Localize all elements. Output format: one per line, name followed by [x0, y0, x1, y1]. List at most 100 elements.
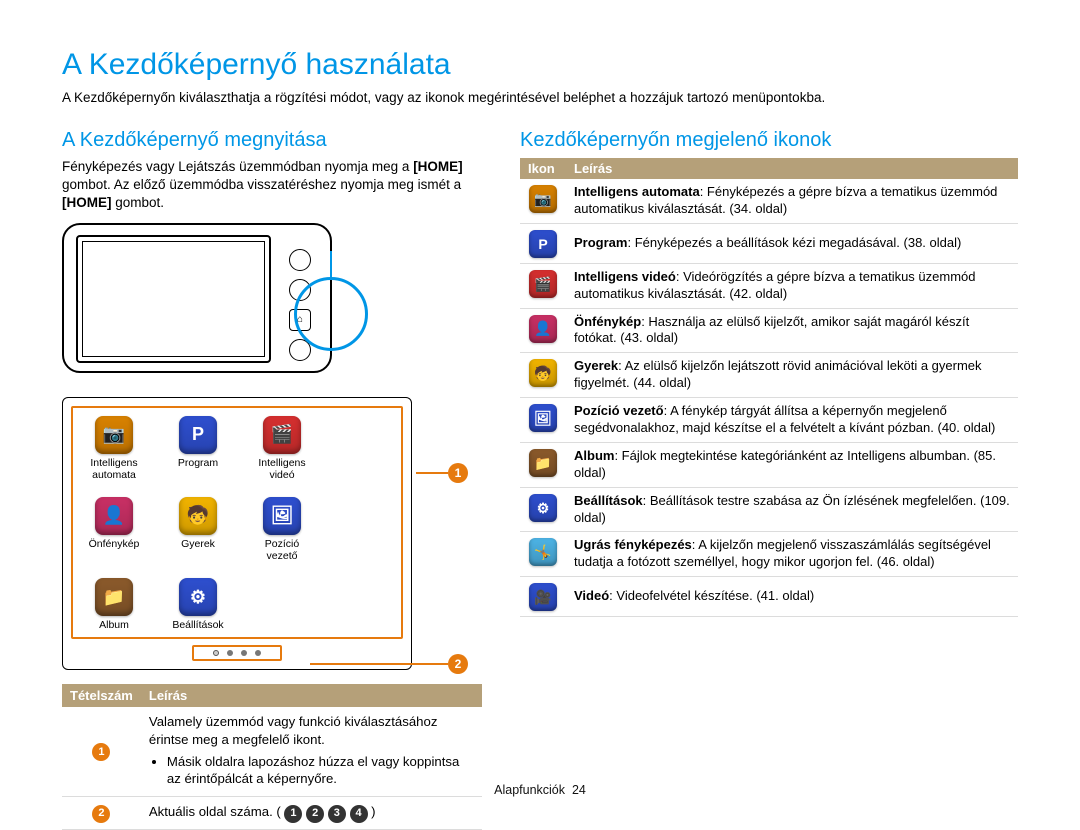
icon-desc-cell: Program: Fényképezés a beállítások kézi … — [566, 223, 1018, 263]
icon-cell: 🎥 — [520, 577, 566, 617]
intro-text: A Kezdőképernyőn kiválaszthatja a rögzít… — [62, 90, 1018, 105]
icon-cell: 🧒 — [520, 353, 566, 398]
callout-circle — [294, 277, 368, 351]
left-heading: A Kezdőképernyő megnyitása — [62, 129, 482, 152]
mini-icon: 📁 — [529, 449, 557, 477]
home-inner: 📷Intelligens automata P Program 🎬 Intelligen… — [71, 406, 403, 639]
mini-icon: 🎬 — [529, 270, 557, 298]
icon-cell: 🤸 — [520, 532, 566, 577]
icon-table-header: Ikon Leírás — [520, 158, 1018, 179]
app-icon: 📁 — [95, 578, 133, 616]
page-badge-1: 1 — [284, 805, 302, 823]
app-label: Beállítások — [172, 619, 223, 631]
left-text-3: gombot. — [115, 195, 164, 210]
icon-row: 🖼Pozíció vezető: A fénykép tárgyát állít… — [520, 398, 1018, 443]
app-label: Intelligens automata — [90, 457, 137, 481]
icon-desc-title: Pozíció vezető — [574, 403, 664, 418]
right-column: Kezdőképernyőn megjelenő ikonok Ikon Leí… — [520, 129, 1018, 830]
app-5: 🖼 Pozíció vezető — [251, 497, 313, 562]
app-label: Pozíció vezető — [251, 538, 313, 562]
app-icon: P — [179, 416, 217, 454]
icon-desc-cell: Videó: Videofelvétel készítése. (41. old… — [566, 577, 1018, 617]
icon-grid: 📷Intelligens automata P Program 🎬 Intelligen… — [83, 416, 391, 631]
page-badge-4: 4 — [350, 805, 368, 823]
icon-row: 👤Önfénykép: Használja az elülső kijelzőt… — [520, 308, 1018, 353]
footer-page: 24 — [572, 783, 586, 797]
callout-line-2 — [310, 663, 448, 665]
camera-body: ⌂ — [62, 223, 332, 373]
page-dot-1 — [213, 650, 219, 656]
row2-num: 2 — [62, 797, 141, 829]
callout-line-1 — [416, 472, 448, 474]
icon-desc-cell: Beállítások: Beállítások testre szabása … — [566, 487, 1018, 532]
icon-desc-title: Intelligens videó — [574, 269, 676, 284]
left-text-1: Fényképezés vagy Lejátszás üzemmódban ny… — [62, 159, 413, 174]
page: A Kezdőképernyő használata A Kezdőképern… — [0, 0, 1080, 830]
icon-table: Ikon Leírás 📷Intelligens automata: Fényk… — [520, 158, 1018, 617]
app-label: Gyerek — [181, 538, 215, 550]
left-text-2: gombot. Az előző üzemmódba visszatéréshe… — [62, 177, 461, 192]
icon-cell: 🖼 — [520, 398, 566, 443]
icon-desc-title: Album — [574, 448, 614, 463]
left-subtext: Fényképezés vagy Lejátszás üzemmódban ny… — [62, 158, 482, 213]
app-label: Intelligens videó — [258, 457, 305, 481]
home-outer: 📷Intelligens automata P Program 🎬 Intelligen… — [62, 397, 412, 670]
icon-desc-text: : Fájlok megtekintése kategóriánként az … — [574, 448, 996, 480]
home-screen-diagram: 📷Intelligens automata P Program 🎬 Intelligen… — [62, 397, 482, 670]
icon-desc-text: : Fényképezés a beállítások kézi megadás… — [627, 235, 961, 250]
icon-desc-title: Ugrás fényképezés — [574, 537, 692, 552]
app-4: 🧒Gyerek — [167, 497, 229, 562]
icon-desc-title: Videó — [574, 588, 609, 603]
page-dot-2 — [227, 650, 233, 656]
icon-desc-text: : Az elülső kijelzőn lejátszott rövid an… — [574, 358, 982, 390]
page-title: A Kezdőképernyő használata — [62, 48, 1018, 82]
app-3: 👤Önfénykép — [83, 497, 145, 562]
icon-cell: ⚙ — [520, 487, 566, 532]
left-column: A Kezdőképernyő megnyitása Fényképezés v… — [62, 129, 482, 830]
icon-row: P Program: Fényképezés a beállítások kézi… — [520, 223, 1018, 263]
page-badge-3: 3 — [328, 805, 346, 823]
icon-cell: 📁 — [520, 442, 566, 487]
mini-icon: P — [529, 230, 557, 258]
mini-icon: ⚙ — [529, 494, 557, 522]
icon-desc-title: Beállítások — [574, 493, 643, 508]
icon-row: 🧒 Gyerek: Az elülső kijelzőn lejátszott r… — [520, 353, 1018, 398]
columns: A Kezdőképernyő megnyitása Fényképezés v… — [62, 129, 1018, 830]
app-label: Program — [178, 457, 218, 469]
num-badge-1: 1 — [92, 743, 110, 761]
icon-desc-title: Intelligens automata — [574, 184, 700, 199]
icon-row: 🤸Ugrás fényképezés: A kijelzőn megjelenő… — [520, 532, 1018, 577]
th-desc: Leírás — [141, 684, 482, 707]
row1-desc: Valamely üzemmód vagy funkció kiválasztá… — [149, 714, 438, 747]
camera-round-button — [289, 249, 311, 271]
app-icon: 🖼 — [263, 497, 301, 535]
page-dot-3 — [241, 650, 247, 656]
home-btn-1: [HOME] — [413, 159, 463, 174]
icon-row: ⚙ Beállítások: Beállítások testre szabása… — [520, 487, 1018, 532]
mini-icon: 🤸 — [529, 538, 557, 566]
camera-diagram: ⌂ — [62, 223, 352, 383]
page-badge-2: 2 — [306, 805, 324, 823]
footer: Alapfunkciók 24 — [0, 783, 1080, 797]
home-btn-2: [HOME] — [62, 195, 112, 210]
icon-cell: 👤 — [520, 308, 566, 353]
app-icon: 🎬 — [263, 416, 301, 454]
icon-desc-title: Önfénykép — [574, 314, 641, 329]
icon-desc-title: Gyerek — [574, 358, 618, 373]
app-6: 📁Album — [83, 578, 145, 631]
icon-desc-cell: Önfénykép: Használja az elülső kijelzőt,… — [566, 308, 1018, 353]
page-dot-4 — [255, 650, 261, 656]
icon-row: 🎥Videó: Videofelvétel készítése. (41. ol… — [520, 577, 1018, 617]
callout-number-1: 1 — [448, 463, 468, 483]
row2-desc-post: ) — [371, 804, 375, 819]
camera-screen-inner — [82, 241, 265, 357]
app-0: 📷Intelligens automata — [83, 416, 145, 481]
icon-desc-cell: Intelligens automata: Fényképezés a gépr… — [566, 179, 1018, 223]
callout-number-2: 2 — [448, 654, 468, 674]
icon-desc-cell: Album: Fájlok megtekintése kategóriánkén… — [566, 442, 1018, 487]
icon-cell: 🎬 — [520, 263, 566, 308]
icon-row: 📷Intelligens automata: Fényképezés a gép… — [520, 179, 1018, 223]
icon-desc-cell: Pozíció vezető: A fénykép tárgyát állíts… — [566, 398, 1018, 443]
icon-desc-cell: Intelligens videó: Videórögzítés a gépre… — [566, 263, 1018, 308]
app-7: ⚙Beállítások — [167, 578, 229, 631]
